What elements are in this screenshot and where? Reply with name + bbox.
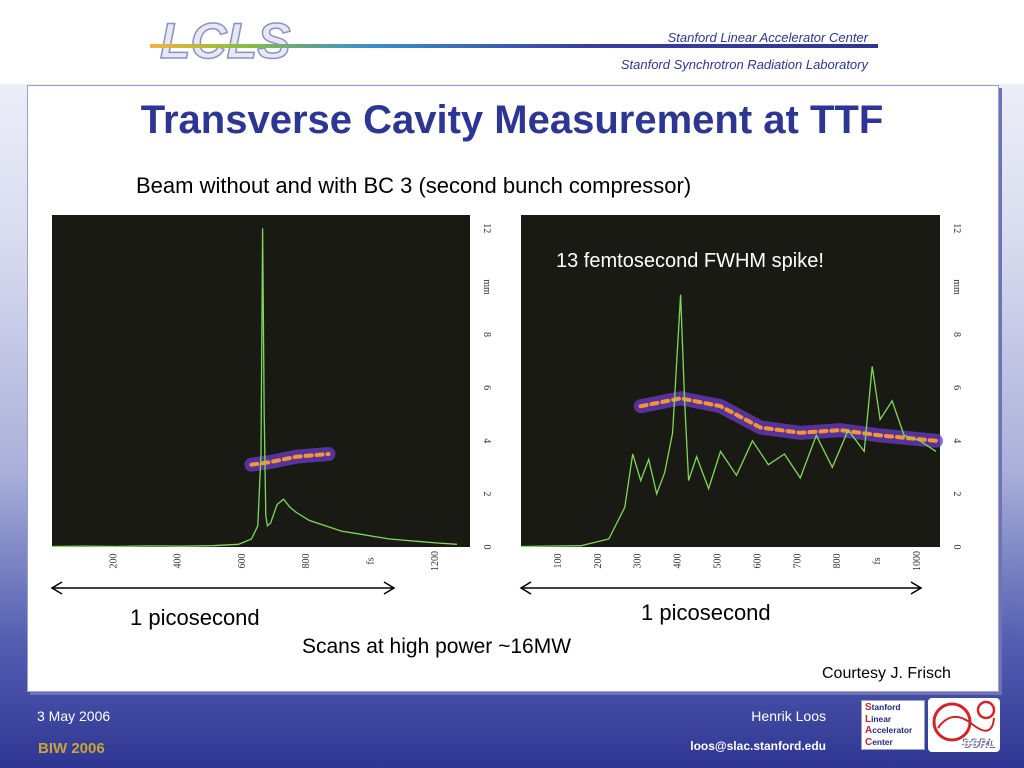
- x-tick-label: 1000: [912, 551, 923, 571]
- slide-title: Transverse Cavity Measurement at TTF: [140, 98, 884, 142]
- y-tick-label: 12: [951, 223, 962, 233]
- y-tick-label: 0: [951, 545, 962, 550]
- plot-background: [521, 215, 940, 547]
- y-tick-label: 12: [481, 223, 492, 233]
- x-tick-label: 300: [633, 554, 644, 569]
- scale-label-right: 1 picosecond: [641, 600, 771, 625]
- footer-conference: BIW 2006: [38, 740, 105, 757]
- x-axis-label: fs: [872, 557, 883, 564]
- y-tick-label: 0: [481, 545, 492, 550]
- slac-logo-line: Linear: [865, 714, 921, 726]
- x-axis-strip: [52, 547, 500, 575]
- y-axis-label: mm: [481, 279, 492, 295]
- slac-logo-line: Stanford: [865, 702, 921, 714]
- y-tick-label: 8: [951, 332, 962, 337]
- y-tick-label: 4: [951, 438, 962, 443]
- y-tick-label: 2: [951, 491, 962, 496]
- slac-logo-initial: L: [865, 713, 872, 725]
- ssrl-logo-text: SSRL: [962, 738, 996, 750]
- profile-trace: [52, 228, 458, 548]
- slac-logo-line: Center: [865, 737, 921, 749]
- ssrl-emblem-icon: [932, 700, 996, 742]
- streak-core: [638, 396, 938, 443]
- streak-plot-without-bc3: 0 2 4 6 8 12 mm 200 400 600 800 1200 fs: [52, 215, 500, 575]
- streak-plot-with-bc3: 0 2 4 6 8 12 mm 100 200 300 400 500 600 700 800 1000 fs: [521, 215, 970, 575]
- x-tick-label: 700: [792, 554, 803, 569]
- ssrl-logo: SSRL: [928, 698, 1000, 752]
- logo-text: LCLS: [160, 13, 291, 69]
- y-tick-label: 2: [481, 491, 492, 496]
- scale-arrow-right: [519, 581, 923, 595]
- scale-label-left: 1 picosecond: [130, 605, 260, 630]
- x-axis-label: fs: [366, 557, 377, 564]
- lcls-logo: LCLS: [159, 12, 291, 70]
- x-tick-label: 600: [752, 554, 763, 569]
- x-tick-label: 400: [173, 554, 184, 569]
- plot-without-bc3-canvas: 0 2 4 6 8 12 mm 200 400 600 800 1200 fs: [52, 215, 500, 575]
- slac-logo-initial: C: [865, 736, 873, 748]
- x-tick-label: 200: [108, 554, 119, 569]
- spike-annotation: 13 femtosecond FWHM spike!: [556, 250, 824, 272]
- y-axis-label: mm: [951, 279, 962, 295]
- x-tick-label: 1200: [430, 551, 441, 571]
- courtesy-note: Courtesy J. Frisch: [822, 665, 951, 682]
- x-tick-label: 100: [553, 554, 564, 569]
- slac-logo-word: tanford: [871, 702, 901, 712]
- plot-with-bc3-canvas: 0 2 4 6 8 12 mm 100 200 300 400 500 600 700 800 1000 fs: [521, 215, 970, 575]
- slac-logo: Stanford Linear Accelerator Center: [861, 700, 925, 750]
- y-tick-label: 8: [481, 332, 492, 337]
- scale-arrow-left: [50, 581, 396, 595]
- slac-logo-initial: A: [865, 725, 873, 737]
- x-tick-label: 500: [713, 554, 724, 569]
- slac-logo-initial: S: [865, 702, 872, 713]
- x-tick-label: 600: [237, 554, 248, 569]
- y-axis-strip: [470, 215, 500, 575]
- y-tick-label: 4: [481, 438, 492, 443]
- x-tick-label: 400: [673, 554, 684, 569]
- institution-slac: Stanford Linear Accelerator Center: [667, 30, 868, 45]
- slac-logo-word: ccelerator: [872, 725, 913, 736]
- scans-note: Scans at high power ~16MW: [302, 635, 572, 658]
- y-tick-label: 6: [951, 385, 962, 390]
- slac-logo-word: enter: [872, 736, 893, 747]
- slac-logo-word: inear: [871, 713, 892, 724]
- profile-trace: [521, 294, 937, 548]
- footer-author: Henrik Loos: [751, 708, 826, 724]
- header-rule: [150, 44, 878, 48]
- footer-date: 3 May 2006: [37, 708, 111, 724]
- institution-ssrl: Stanford Synchrotron Radiation Laborator…: [620, 57, 868, 72]
- header-bar: LCLS Stanford Linear Accelerator Center …: [0, 0, 1024, 84]
- y-axis-strip: [940, 215, 970, 575]
- slide-subtitle: Beam without and with BC 3 (second bunch…: [136, 173, 692, 198]
- slac-logo-line: Accelerator: [865, 725, 921, 737]
- x-tick-label: 800: [832, 554, 843, 569]
- x-tick-label: 200: [593, 554, 604, 569]
- y-tick-label: 6: [481, 385, 492, 390]
- x-tick-label: 800: [301, 554, 312, 569]
- footer-email[interactable]: loos@slac.stanford.edu: [690, 739, 826, 753]
- x-axis-strip: [521, 547, 970, 575]
